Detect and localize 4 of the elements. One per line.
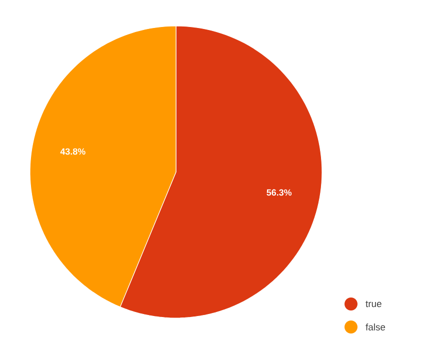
legend-label: true	[366, 300, 382, 308]
data-label: 43.8%	[60, 148, 86, 155]
data-label: 56.3%	[266, 189, 292, 196]
legend-label: false	[366, 324, 386, 330]
